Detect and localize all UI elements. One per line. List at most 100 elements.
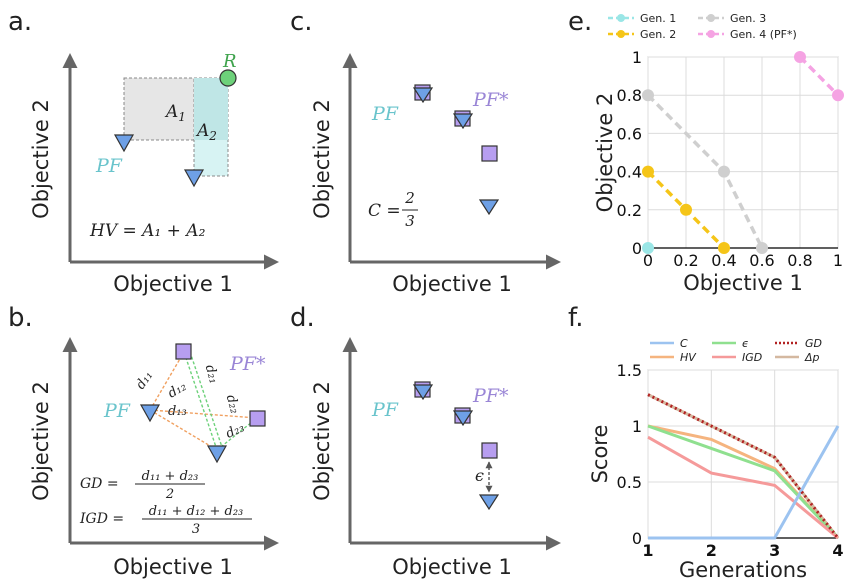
legend-label: GD — [805, 337, 822, 350]
y-tick-label: 0 — [632, 239, 642, 258]
data-point — [642, 89, 654, 102]
legend-marker — [707, 30, 715, 38]
panel-c: c. PF PF* C = 2 3 Objective 1 Objective … — [290, 7, 561, 296]
pfstar-label: PF* — [472, 89, 509, 111]
distance-line-d13 — [149, 409, 218, 451]
data-point — [642, 165, 654, 178]
data-point — [718, 242, 730, 254]
c-numerator: 2 — [404, 189, 415, 207]
y-tick-label: 0.5 — [617, 473, 642, 492]
legend-marker — [617, 14, 625, 22]
legend-label: ϵ — [742, 337, 749, 350]
igd-denominator: 3 — [192, 522, 200, 537]
plot-area — [647, 56, 839, 249]
panel-e: e. 00 0.2 0.2 0.4 0.4 0.6 0.6 0.8 0.8 1 1 Objective… — [568, 7, 844, 295]
pf-point — [139, 404, 161, 423]
label-d11: d₁₁ — [133, 368, 156, 392]
legend-label: HV — [680, 351, 697, 364]
label-d22: d₂₂ — [223, 393, 242, 415]
panel-label-c: c. — [290, 7, 313, 37]
distance-line-d12 — [149, 409, 258, 419]
panel-b: b. d₁₁ d₁₂ d₁₃ d₂₁ d₂₂ d₂₃ PF PF* GD = d… — [8, 303, 279, 579]
y-tick-label: 0.8 — [617, 86, 642, 105]
label-d12: d₁₂ — [165, 379, 189, 401]
distance-line-d11 — [149, 351, 185, 411]
pf-point — [412, 87, 434, 104]
legend-marker — [707, 14, 715, 22]
y-axis-label: Objective 2 — [593, 93, 617, 213]
legend-label: C — [680, 337, 688, 350]
hv-formula: HV = A₁ + A₂ — [89, 221, 206, 241]
series-line — [647, 393, 840, 539]
pfstar-point — [175, 343, 192, 360]
panel-a: a. A1 A2 R PF HV = A₁ + A₂ Objective 1 O… — [8, 7, 279, 296]
y-tick-label: 0.2 — [617, 201, 642, 220]
x-axis-label: Generations — [679, 558, 807, 582]
pf-point — [412, 384, 434, 401]
reference-point — [219, 69, 237, 87]
data-point — [642, 242, 654, 254]
reference-label: R — [222, 51, 237, 72]
panel-label-f: f. — [568, 303, 584, 333]
panel-label-a: a. — [8, 7, 32, 37]
pfstar-label: PF* — [229, 353, 266, 375]
y-tick-label: 0.6 — [617, 124, 642, 143]
series-line — [648, 425, 840, 540]
panel-label-e: e. — [568, 7, 592, 37]
y-axis-label: Objective 2 — [29, 99, 53, 219]
distance-line-d22 — [189, 351, 224, 451]
data-point — [794, 51, 806, 63]
pf-label: PF — [95, 155, 123, 177]
x-tick-label: 3 — [769, 541, 780, 560]
pf-label: PF — [103, 400, 131, 422]
y-tick-label: 0 — [632, 529, 642, 548]
pf-label: PF — [371, 103, 399, 125]
x-axis-label: Objective 1 — [392, 272, 512, 296]
distance-line-d21 — [183, 351, 218, 451]
legend-label: Gen. 3 — [730, 12, 766, 25]
pf-point — [478, 199, 500, 216]
x-tick-label: 0.6 — [749, 251, 774, 270]
legend-label: Gen. 2 — [640, 28, 676, 41]
x-tick-label: 0.2 — [673, 251, 698, 270]
x-tick-label: 4 — [832, 541, 843, 560]
x-axis-label: Objective 1 — [683, 271, 803, 295]
x-tick-label: 1 — [642, 541, 653, 560]
pfstar-point — [481, 442, 498, 459]
legend-label: Gen. 4 (PF*) — [730, 28, 797, 41]
gd-denominator: 2 — [165, 487, 174, 502]
x-axis-label: Objective 1 — [113, 272, 233, 296]
legend-label: Gen. 1 — [640, 12, 676, 25]
c-denominator: 3 — [405, 212, 415, 230]
legend-label: Δp — [804, 351, 820, 364]
pf-point — [113, 134, 135, 153]
y-axis-label: Objective 2 — [310, 381, 334, 501]
pfstar-label: PF* — [472, 385, 509, 407]
series-line — [798, 55, 840, 97]
area-a1-label: A1 — [164, 102, 186, 124]
legend-marker — [617, 30, 625, 38]
data-point — [718, 165, 730, 178]
pf-point — [206, 445, 228, 464]
igd-lhs: IGD = — [79, 511, 124, 527]
y-axis-label: Objective 2 — [29, 381, 53, 501]
igd-numerator: d₁₁ + d₁₂ + d₂₃ — [149, 504, 244, 519]
data-point — [756, 242, 768, 254]
pfstar-point — [481, 145, 498, 162]
gd-numerator: d₁₁ + d₂₃ — [142, 469, 199, 484]
label-d23: d₂₃ — [224, 420, 247, 442]
series-line — [647, 435, 839, 540]
panel-d: d. ϵ PF PF* Objective 1 Objective 2 — [290, 303, 561, 579]
label-d21: d₂₁ — [202, 363, 221, 385]
x-axis-label: Objective 1 — [113, 555, 233, 579]
pfstar-point — [249, 410, 266, 427]
data-point — [680, 203, 692, 216]
panel-label-b: b. — [8, 303, 33, 333]
x-tick-label: 0.8 — [787, 251, 812, 270]
y-tick-label: 1 — [632, 417, 642, 436]
gd-lhs: GD = — [80, 476, 119, 492]
y-tick-label: 1 — [632, 48, 642, 67]
